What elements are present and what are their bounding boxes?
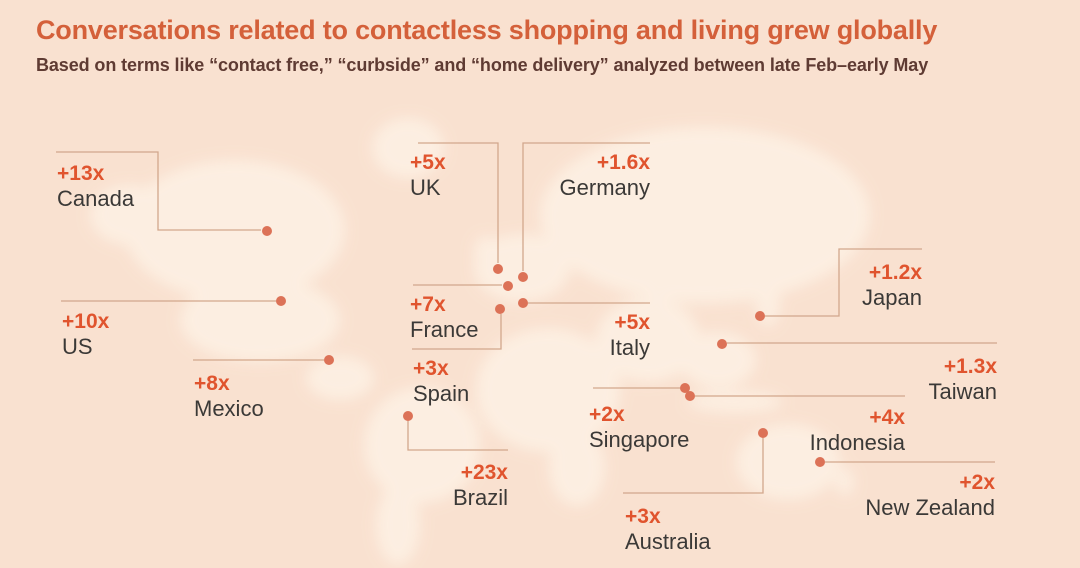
country-name: Brazil: [452, 485, 508, 510]
leader-line-brazil: [407, 421, 508, 451]
callout-indonesia: +4x Indonesia: [810, 406, 905, 456]
landmass-india: [596, 298, 700, 382]
landmass-mexico: [306, 356, 374, 400]
country-value: +1.3x: [943, 355, 997, 378]
country-name: US: [62, 334, 93, 359]
landmass-africa: [476, 328, 620, 452]
country-name: France: [410, 317, 479, 342]
map-dot-new-zealand: [815, 457, 825, 467]
callout-new-zealand: +2x New Zealand: [865, 471, 995, 521]
map-dot-taiwan: [717, 339, 727, 349]
leader-line-germany: [522, 142, 650, 271]
country-value: +5x: [410, 151, 446, 174]
callout-singapore: +2x Singapore: [589, 403, 689, 453]
callout-taiwan: +1.3x Taiwan: [929, 355, 997, 405]
country-name: Canada: [57, 186, 135, 211]
callout-japan: +1.2x Japan: [862, 261, 922, 311]
page-subtitle: Based on terms like “contact free,” “cur…: [36, 55, 929, 75]
landmass-british-isles: [474, 236, 498, 268]
country-value: +2x: [589, 403, 625, 426]
page-title: Conversations related to contactless sho…: [36, 15, 938, 45]
country-value: +1.2x: [868, 261, 922, 284]
country-name: UK: [410, 175, 441, 200]
country-value: +8x: [194, 372, 230, 395]
leader-line-canada: [56, 151, 261, 231]
map-dot-spain: [495, 304, 505, 314]
landmass-new-zealand: [836, 468, 854, 496]
callout-brazil: +23x Brazil: [453, 461, 508, 511]
landmass-greenland: [372, 118, 444, 178]
leader-line-spain: [412, 314, 502, 350]
country-value: +23x: [460, 461, 508, 484]
landmass-us: [180, 278, 340, 362]
map-dot-france: [503, 281, 513, 291]
country-name: Japan: [862, 285, 922, 310]
country-name: Australia: [625, 529, 711, 554]
landmass-patagonia: [376, 485, 420, 565]
map-dot-brazil: [403, 411, 413, 421]
country-name: Italy: [609, 335, 650, 360]
country-name: Indonesia: [809, 430, 905, 455]
landmass-se-asia: [680, 332, 756, 388]
country-value: +7x: [410, 293, 446, 316]
country-value: +4x: [869, 406, 905, 429]
country-name: Spain: [413, 381, 470, 406]
callout-france: +7x France: [410, 293, 478, 343]
map-dot-us: [276, 296, 286, 306]
country-name: Taiwan: [928, 379, 997, 404]
country-name: Mexico: [194, 396, 264, 421]
country-value: +3x: [413, 357, 449, 380]
country-value: +10x: [62, 310, 110, 333]
callout-spain: +3x Spain: [413, 357, 469, 407]
header: Conversations related to contactless sho…: [36, 13, 1056, 76]
country-value: +13x: [57, 162, 105, 185]
callout-australia: +3x Australia: [625, 505, 711, 555]
map-dot-indonesia: [685, 391, 695, 401]
map-dot-italy: [518, 298, 528, 308]
map-dot-japan: [755, 311, 765, 321]
country-value: +3x: [625, 505, 661, 528]
leader-line-japan: [765, 248, 922, 317]
callout-italy: +5x Italy: [610, 311, 650, 361]
map-dot-uk: [493, 264, 503, 274]
leader-line-uk: [418, 142, 499, 263]
callout-germany: +1.6x Germany: [560, 151, 650, 201]
callout-uk: +5x UK: [410, 151, 446, 201]
landmass-australia: [736, 424, 840, 500]
landmass-southern-africa: [549, 430, 605, 506]
country-name: Singapore: [589, 427, 690, 452]
map-dot-mexico: [324, 355, 334, 365]
country-name: New Zealand: [865, 495, 995, 520]
landmass-asia: [540, 127, 870, 303]
map-dot-germany: [518, 272, 528, 282]
callout-mexico: +8x Mexico: [194, 372, 264, 422]
callout-canada: +13x Canada: [57, 162, 134, 212]
country-name: Germany: [559, 175, 650, 200]
country-value: +2x: [959, 471, 995, 494]
country-value: +1.6x: [596, 151, 650, 174]
map-dot-australia: [758, 428, 768, 438]
callout-us: +10x US: [62, 310, 109, 360]
leader-line-australia: [623, 438, 764, 494]
map-dot-singapore: [680, 383, 690, 393]
landmass-south-america: [364, 387, 480, 503]
map-dot-canada: [262, 226, 272, 236]
country-value: +5x: [614, 311, 650, 334]
